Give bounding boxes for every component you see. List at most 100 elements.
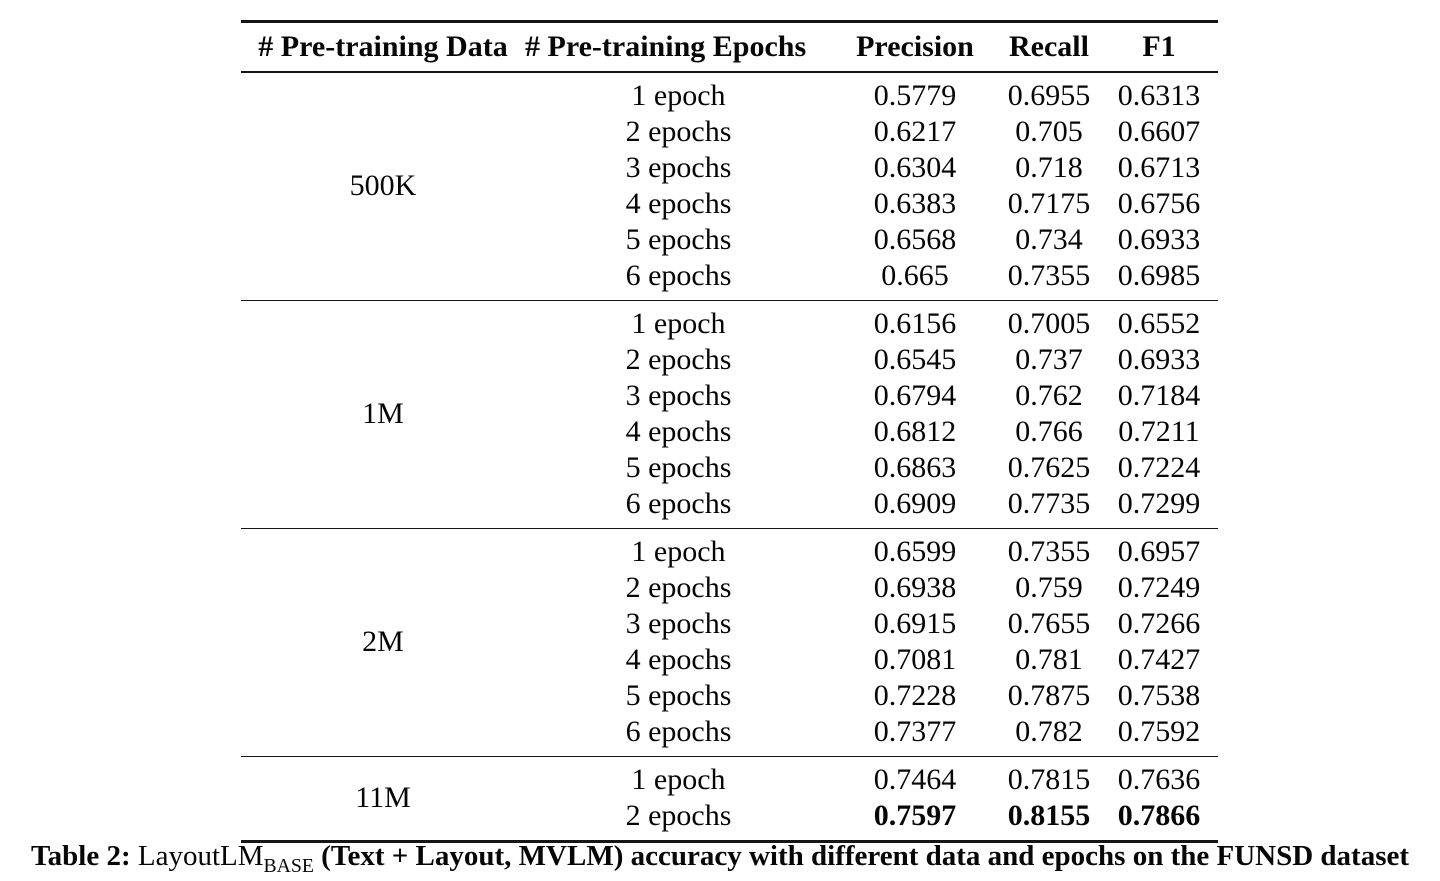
recall-cell: 0.766 <box>1015 414 1083 448</box>
table-group-500k: 500K 1 epoch 0.5779 0.6955 0.6313 2 epochs 0.6… <box>241 72 1218 301</box>
f1-cell: 0.6985 <box>1117 258 1201 292</box>
recall-cell: 0.7005 <box>1007 306 1091 340</box>
table-row: 3 epochs 0.6304 0.718 0.6713 <box>241 150 1218 186</box>
table-row: 2 epochs 0.6217 0.705 0.6607 <box>241 114 1218 150</box>
f1-cell: 0.7299 <box>1117 486 1201 520</box>
group-label: 2M <box>362 625 404 658</box>
f1-cell: 0.7211 <box>1118 414 1200 448</box>
recall-cell: 0.705 <box>1015 114 1083 148</box>
header-row: # Pre-training Data # Pre-training Epoch… <box>241 22 1218 72</box>
caption-model-name: LayoutLM <box>137 840 264 872</box>
precision-cell: 0.6909 <box>873 486 957 520</box>
table-row: 6 epochs 0.665 0.7355 0.6985 <box>241 258 1218 301</box>
table-row: 2 epochs 0.6938 0.759 0.7249 <box>241 570 1218 606</box>
caption-text: (Text + Layout, MVLM) accuracy with diff… <box>313 840 1410 872</box>
epochs-cell: 1 epoch <box>631 78 726 112</box>
recall-cell: 0.7355 <box>1007 258 1091 292</box>
recall-cell: 0.7355 <box>1007 534 1091 568</box>
f1-cell: 0.6607 <box>1117 114 1201 148</box>
epochs-cell: 1 epoch <box>631 534 726 568</box>
precision-cell: 0.6863 <box>873 450 957 484</box>
table-row: 4 epochs 0.6812 0.766 0.7211 <box>241 414 1218 450</box>
precision-cell: 0.7081 <box>873 642 957 676</box>
f1-cell: 0.7224 <box>1117 450 1201 484</box>
f1-cell: 0.6957 <box>1117 534 1201 568</box>
table-header: # Pre-training Data # Pre-training Epoch… <box>241 22 1218 72</box>
epochs-cell: 2 epochs <box>625 342 732 376</box>
group-label: 1M <box>362 397 404 430</box>
group-label: 500K <box>349 169 417 202</box>
table-row: 2 epochs 0.6545 0.737 0.6933 <box>241 342 1218 378</box>
precision-cell: 0.5779 <box>873 78 957 112</box>
epochs-cell: 2 epochs <box>625 570 732 604</box>
epochs-cell: 4 epochs <box>625 414 732 448</box>
recall-cell: 0.782 <box>1015 714 1083 748</box>
f1-cell: 0.6313 <box>1117 78 1201 112</box>
table-row: 4 epochs 0.7081 0.781 0.7427 <box>241 642 1218 678</box>
epochs-cell: 3 epochs <box>625 606 732 640</box>
recall-cell: 0.762 <box>1015 378 1083 412</box>
table-group-2m: 2M 1 epoch 0.6599 0.7355 0.6957 2 epochs 0.693… <box>241 528 1218 756</box>
precision-cell: 0.6545 <box>873 342 957 376</box>
col-header-precision: Precision <box>856 29 974 63</box>
epochs-cell: 4 epochs <box>625 186 732 220</box>
caption-label: Table 2: <box>30 840 138 872</box>
precision-cell: 0.665 <box>881 258 949 292</box>
recall-cell: 0.8155 <box>1007 798 1091 832</box>
recall-cell: 0.6955 <box>1007 78 1091 112</box>
recall-cell: 0.7735 <box>1007 486 1091 520</box>
group-label: 11M <box>355 781 411 814</box>
f1-cell: 0.7266 <box>1117 606 1201 640</box>
epochs-cell: 3 epochs <box>625 150 732 184</box>
table-row: 4 epochs 0.6383 0.7175 0.6756 <box>241 186 1218 222</box>
results-table: # Pre-training Data # Pre-training Epoch… <box>241 20 1218 843</box>
precision-cell: 0.6304 <box>873 150 957 184</box>
recall-cell: 0.718 <box>1015 150 1083 184</box>
precision-cell: 0.7228 <box>873 678 957 712</box>
table-row: 6 epochs 0.6909 0.7735 0.7299 <box>241 486 1218 529</box>
precision-cell: 0.6568 <box>873 222 957 256</box>
table-row: 11M 1 epoch 0.7464 0.7815 0.7636 <box>241 756 1218 815</box>
recall-cell: 0.734 <box>1015 222 1083 256</box>
epochs-cell: 2 epochs <box>625 114 732 148</box>
precision-cell: 0.7597 <box>873 798 957 832</box>
epochs-cell: 6 epochs <box>625 714 732 748</box>
recall-cell: 0.7815 <box>1007 762 1091 796</box>
table-group-11m: 11M 1 epoch 0.7464 0.7815 0.7636 2 epochs 0.75… <box>241 756 1218 841</box>
recall-cell: 0.7875 <box>1007 678 1091 712</box>
epochs-cell: 1 epoch <box>631 306 726 340</box>
col-header-f1: F1 <box>1142 29 1176 63</box>
epochs-cell: 6 epochs <box>625 486 732 520</box>
epochs-cell: 5 epochs <box>625 678 732 712</box>
table-row: 3 epochs 0.6915 0.7655 0.7266 <box>241 606 1218 642</box>
epochs-cell: 1 epoch <box>631 762 726 796</box>
table-row: 5 epochs 0.6863 0.7625 0.7224 <box>241 450 1218 486</box>
f1-cell: 0.6552 <box>1117 306 1201 340</box>
table-caption: Table 2: LayoutLMBASE (Text + Layout, MV… <box>0 840 1440 876</box>
precision-cell: 0.6915 <box>873 606 957 640</box>
recall-cell: 0.781 <box>1015 642 1083 676</box>
epochs-cell: 2 epochs <box>625 798 732 832</box>
epochs-cell: 5 epochs <box>625 450 732 484</box>
recall-cell: 0.737 <box>1015 342 1083 376</box>
precision-cell: 0.7377 <box>873 714 957 748</box>
table-row: 5 epochs 0.7228 0.7875 0.7538 <box>241 678 1218 714</box>
f1-cell: 0.7184 <box>1117 378 1201 412</box>
f1-cell: 0.6933 <box>1117 342 1201 376</box>
epochs-cell: 4 epochs <box>625 642 732 676</box>
recall-cell: 0.7655 <box>1007 606 1091 640</box>
precision-cell: 0.7464 <box>873 762 957 796</box>
col-header-pretraining-data: # Pre-training Data <box>258 29 508 63</box>
precision-cell: 0.6794 <box>873 378 957 412</box>
table-row: 500K 1 epoch 0.5779 0.6955 0.6313 <box>241 72 1218 203</box>
col-header-pretraining-epochs: # Pre-training Epochs <box>525 29 807 63</box>
f1-cell: 0.6756 <box>1117 186 1201 220</box>
table-row: 5 epochs 0.6568 0.734 0.6933 <box>241 222 1218 258</box>
f1-cell: 0.6933 <box>1117 222 1201 256</box>
table-row: 1M 1 epoch 0.6156 0.7005 0.6552 <box>241 300 1218 431</box>
f1-cell: 0.7636 <box>1117 762 1201 796</box>
f1-cell: 0.7866 <box>1117 798 1201 832</box>
precision-cell: 0.6156 <box>873 306 957 340</box>
f1-cell: 0.7249 <box>1117 570 1201 604</box>
precision-cell: 0.6812 <box>873 414 957 448</box>
